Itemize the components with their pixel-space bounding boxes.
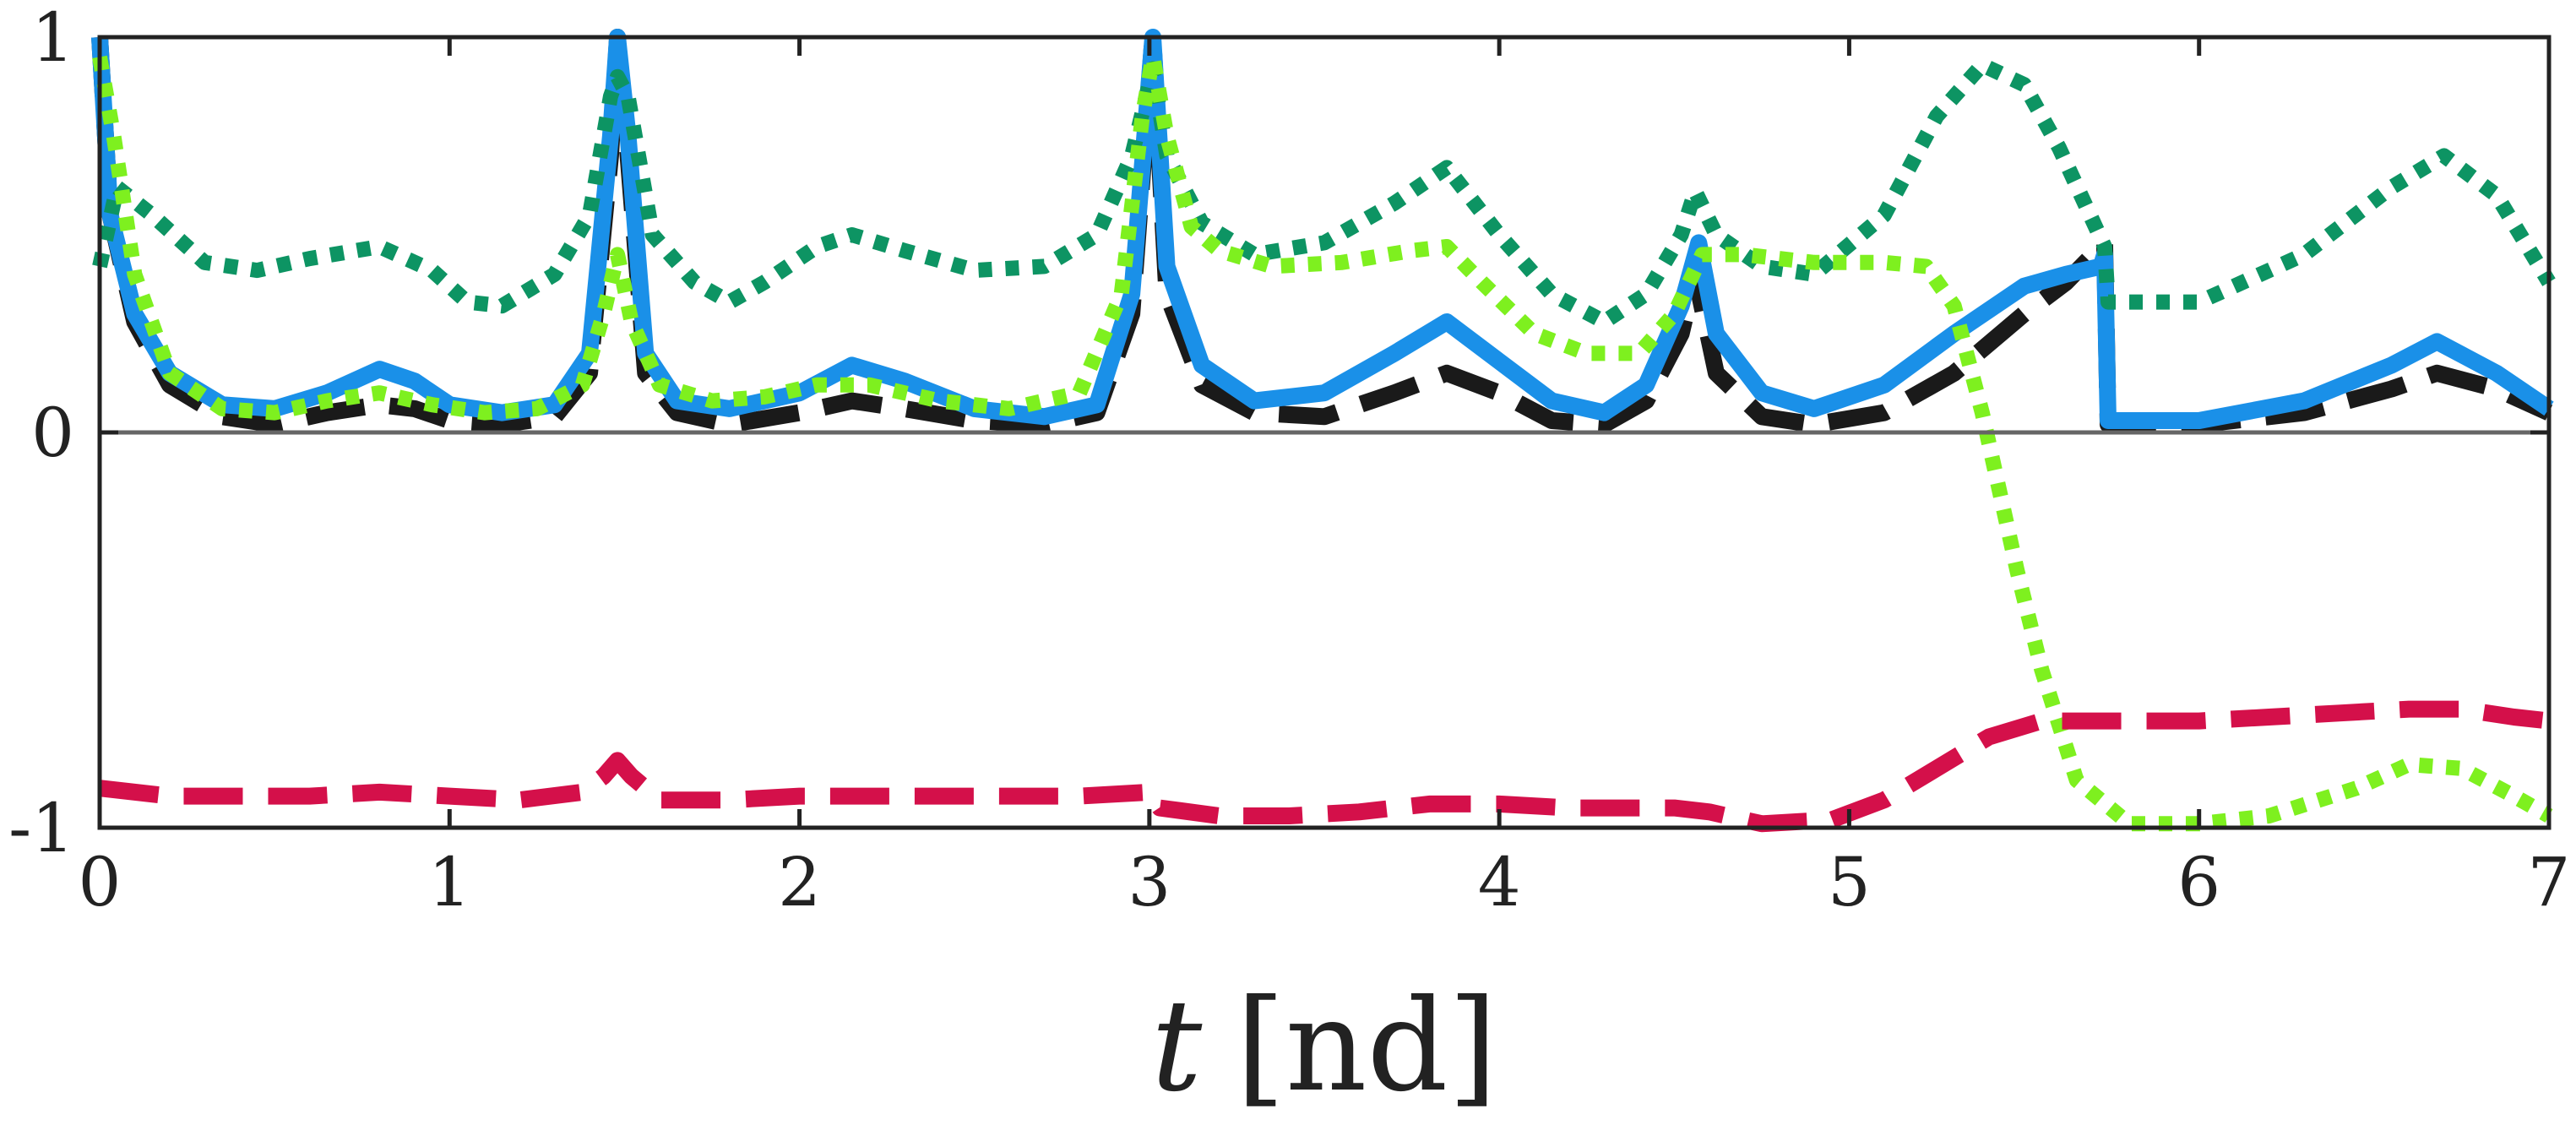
series-line-black-dashed [91, 29, 2553, 433]
series-line-light-green-dotted [92, 49, 2553, 832]
x-axis-unit: [nd] [1236, 973, 1497, 1120]
x-tick-label: 2 [778, 843, 821, 921]
x-tick-label: 7 [2528, 843, 2571, 921]
y-tick-label: 1 [31, 0, 74, 77]
x-axis-title: t [nd] [1151, 973, 1497, 1120]
x-tick-label: 5 [1828, 843, 1871, 921]
x-tick-label: 3 [1128, 843, 1171, 921]
series-layer [91, 29, 2556, 833]
x-tick-label: 0 [79, 843, 122, 921]
x-tick-label: 6 [2177, 843, 2220, 921]
y-tick-label: -1 [8, 789, 74, 867]
series-line-blue-solid [91, 29, 2554, 429]
x-tick-label: 1 [428, 843, 471, 921]
x-tick-label: 4 [1478, 843, 1521, 921]
series-line-dark-green-dotted [92, 57, 2556, 329]
y-axis-ticks: -1 0 1 [8, 0, 2549, 867]
x-axis-ticks: 0 1 2 3 4 5 6 7 [79, 37, 2571, 921]
series-line-crimson-dashed [98, 700, 2551, 833]
x-axis-variable: t [1151, 973, 1203, 1120]
y-tick-label: 0 [31, 394, 74, 472]
